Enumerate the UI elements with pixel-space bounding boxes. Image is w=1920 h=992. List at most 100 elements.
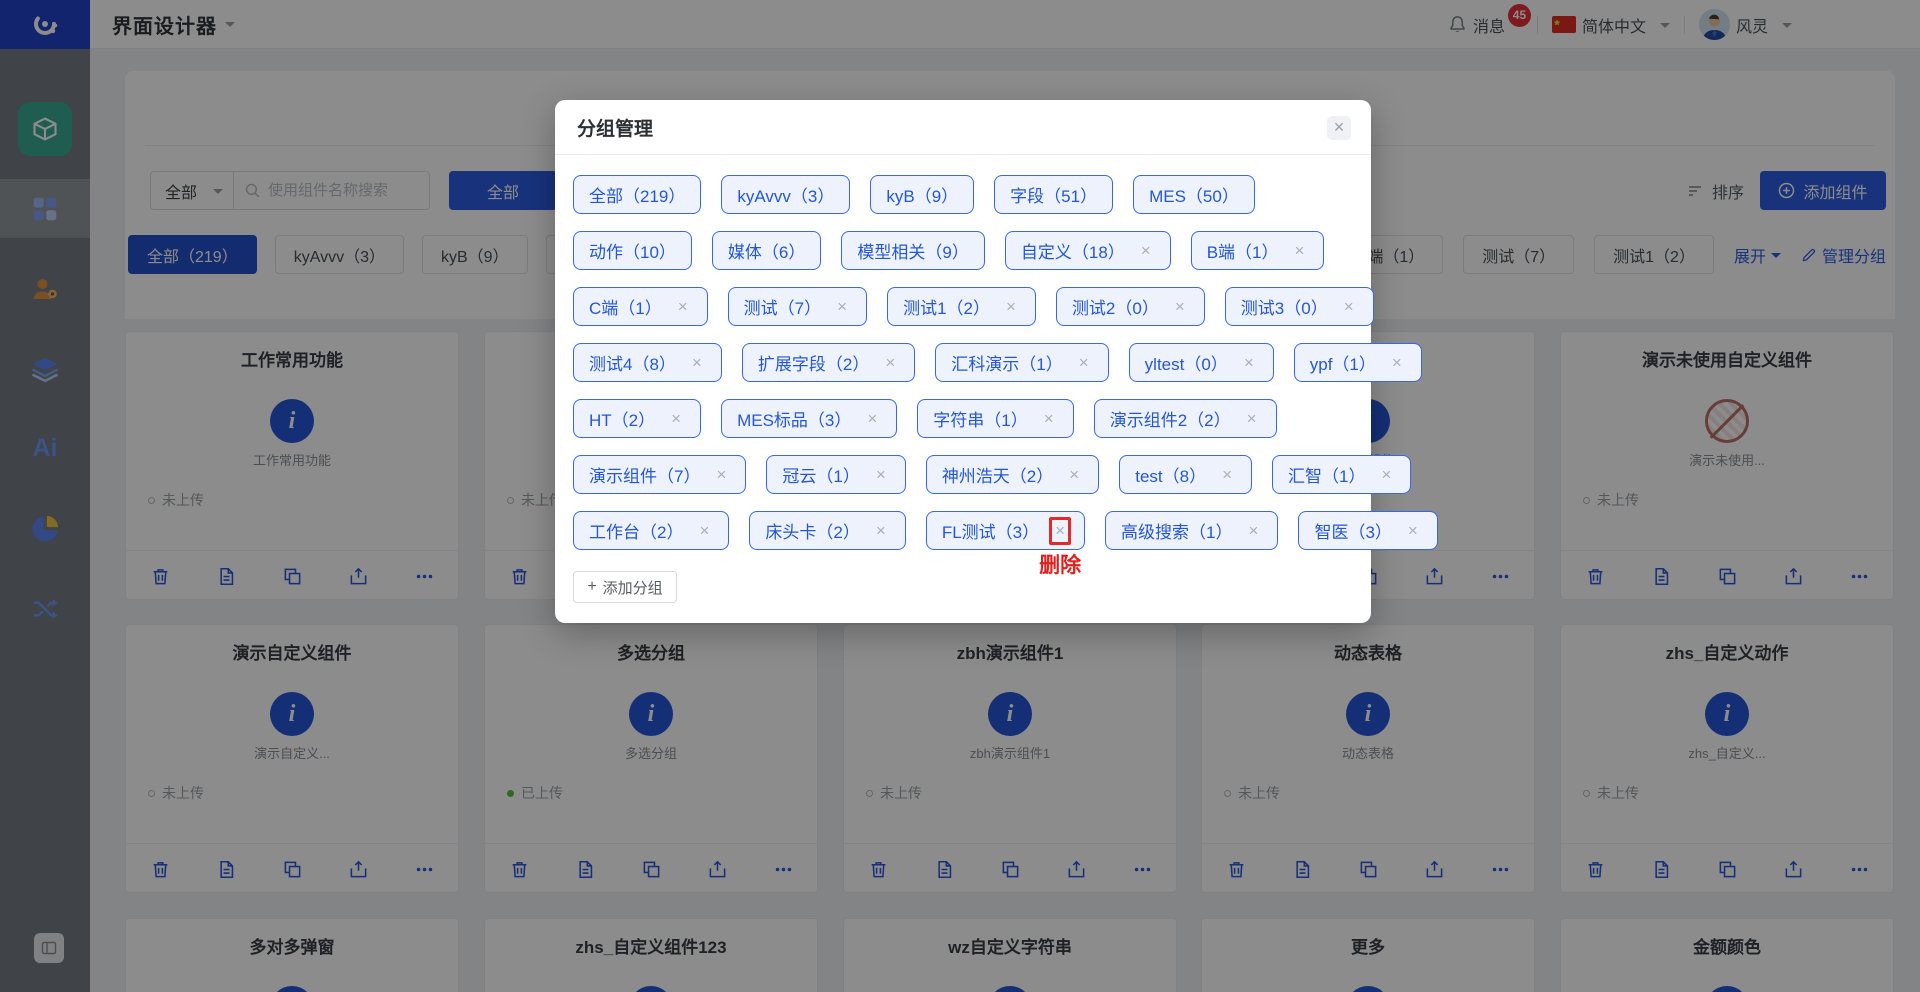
sidebar-collapse-button[interactable]: [34, 933, 64, 963]
group-tag[interactable]: kyB（9）: [422, 235, 528, 274]
copy-icon[interactable]: [1000, 859, 1020, 879]
remove-group-icon[interactable]: ×: [691, 353, 702, 372]
export-icon[interactable]: [1424, 566, 1444, 586]
remove-group-icon[interactable]: ×: [1248, 521, 1259, 540]
sidebar-item-dashboard[interactable]: [0, 179, 90, 238]
search-input[interactable]: [268, 182, 418, 199]
trash-icon[interactable]: [509, 859, 529, 879]
remove-group-icon[interactable]: ×: [1407, 521, 1418, 540]
group-chip[interactable]: 动作（10）: [573, 231, 692, 270]
add-group-button[interactable]: + 添加分组: [573, 571, 677, 603]
remove-group-icon[interactable]: ×: [1043, 409, 1054, 428]
group-chip[interactable]: 全部（219）: [573, 175, 702, 214]
remove-group-icon[interactable]: ×: [837, 297, 848, 316]
group-chip[interactable]: kyAvvv（3）: [721, 175, 851, 214]
more-icon[interactable]: [1849, 566, 1869, 586]
remove-group-icon[interactable]: ×: [1294, 241, 1305, 260]
group-chip[interactable]: kyB（9）: [870, 175, 975, 214]
group-chip[interactable]: 字符串（1） ×: [917, 399, 1074, 438]
copy-icon[interactable]: [641, 859, 661, 879]
group-chip[interactable]: 汇智（1） ×: [1272, 455, 1412, 494]
remove-group-icon[interactable]: ×: [1069, 465, 1080, 484]
file-icon[interactable]: [575, 859, 595, 879]
remove-group-icon[interactable]: ×: [1381, 465, 1392, 484]
group-tag[interactable]: kyAvvv（3）: [274, 235, 404, 274]
remove-group-icon[interactable]: ×: [867, 409, 878, 428]
group-chip[interactable]: B端（1） ×: [1190, 231, 1325, 270]
remove-group-icon[interactable]: × 删除: [1039, 517, 1081, 576]
trash-icon[interactable]: [509, 566, 529, 586]
remove-group-icon[interactable]: ×: [671, 409, 682, 428]
file-icon[interactable]: [1651, 566, 1671, 586]
remove-group-icon[interactable]: ×: [885, 353, 896, 372]
group-chip[interactable]: 测试4（8） ×: [573, 343, 722, 382]
export-icon[interactable]: [1424, 859, 1444, 879]
group-chip[interactable]: test（8） ×: [1119, 455, 1253, 494]
category-select[interactable]: 全部: [150, 171, 234, 210]
copy-icon[interactable]: [282, 566, 302, 586]
group-chip[interactable]: 演示组件2（2） ×: [1093, 399, 1277, 438]
group-tag[interactable]: 测试1（2）: [1594, 235, 1714, 274]
group-chip[interactable]: 模型相关（9）: [841, 231, 985, 270]
copy-icon[interactable]: [1717, 859, 1737, 879]
remove-group-icon[interactable]: ×: [1078, 353, 1089, 372]
sidebar-item-cube[interactable]: [0, 99, 90, 158]
group-chip[interactable]: MES标品（3） ×: [721, 399, 898, 438]
sidebar-item-layers[interactable]: [0, 339, 90, 398]
export-icon[interactable]: [348, 566, 368, 586]
group-tag[interactable]: 测试（7）: [1463, 235, 1575, 274]
remove-group-icon[interactable]: ×: [1006, 297, 1016, 316]
group-chip[interactable]: 自定义（18） ×: [1004, 231, 1171, 270]
group-chip[interactable]: yltest（0） ×: [1128, 343, 1274, 382]
copy-icon[interactable]: [1358, 859, 1378, 879]
group-chip[interactable]: 智医（3） ×: [1298, 511, 1438, 550]
more-icon[interactable]: [1132, 859, 1152, 879]
group-chip[interactable]: 演示组件（7） ×: [573, 455, 747, 494]
language-switcher[interactable]: 简体中文: [1551, 13, 1670, 37]
sidebar-item-shuffle[interactable]: [0, 579, 90, 638]
group-chip[interactable]: MES（50）: [1133, 175, 1255, 214]
more-icon[interactable]: [414, 859, 434, 879]
group-chip[interactable]: 媒体（6）: [711, 231, 822, 270]
group-chip[interactable]: 测试3（0） ×: [1224, 287, 1374, 326]
manage-groups-button[interactable]: 管理分组: [1801, 243, 1886, 267]
group-chip[interactable]: 床头卡（2） ×: [749, 511, 906, 550]
file-icon[interactable]: [216, 566, 236, 586]
export-icon[interactable]: [1783, 566, 1803, 586]
export-icon[interactable]: [1783, 859, 1803, 879]
title-chevron-down-icon[interactable]: [225, 22, 235, 32]
trash-icon[interactable]: [1585, 566, 1605, 586]
group-chip[interactable]: 测试1（2） ×: [887, 287, 1036, 326]
more-icon[interactable]: [1490, 566, 1510, 586]
group-chip[interactable]: 字段（51）: [994, 175, 1114, 214]
trash-icon[interactable]: [1226, 859, 1246, 879]
copy-icon[interactable]: [1717, 566, 1737, 586]
group-chip[interactable]: C端（1） ×: [573, 287, 708, 326]
remove-group-icon[interactable]: ×: [875, 465, 886, 484]
trash-icon[interactable]: [150, 859, 170, 879]
remove-group-icon[interactable]: ×: [699, 521, 710, 540]
group-chip[interactable]: 高级搜索（1） ×: [1105, 511, 1279, 550]
group-chip[interactable]: ypf（1） ×: [1293, 343, 1422, 382]
trash-icon[interactable]: [150, 566, 170, 586]
group-chip[interactable]: HT（2） ×: [573, 399, 702, 438]
remove-group-icon[interactable]: ×: [1246, 409, 1257, 428]
remove-group-icon[interactable]: ×: [716, 465, 727, 484]
group-chip[interactable]: FL测试（3） × 删除: [925, 511, 1086, 576]
remove-group-icon[interactable]: ×: [1140, 241, 1151, 260]
group-chip[interactable]: 汇科演示（1） ×: [935, 343, 1109, 382]
remove-group-icon[interactable]: ×: [875, 521, 886, 540]
sidebar-item-ai[interactable]: Ai: [0, 419, 90, 478]
remove-group-icon[interactable]: ×: [1343, 297, 1354, 316]
group-chip[interactable]: 神州浩天（2） ×: [925, 455, 1100, 494]
trash-icon[interactable]: [1585, 859, 1605, 879]
messages-button[interactable]: 消息 45: [1448, 3, 1531, 37]
file-icon[interactable]: [1651, 859, 1671, 879]
scope-button[interactable]: 全部: [449, 171, 557, 210]
remove-group-icon[interactable]: ×: [1174, 297, 1185, 316]
add-component-button[interactable]: 添加组件: [1760, 171, 1886, 210]
modal-close-icon[interactable]: ×: [1327, 116, 1351, 140]
sidebar-item-pie[interactable]: [0, 499, 90, 558]
group-chip[interactable]: 测试（7） ×: [727, 287, 868, 326]
trash-icon[interactable]: [868, 859, 888, 879]
